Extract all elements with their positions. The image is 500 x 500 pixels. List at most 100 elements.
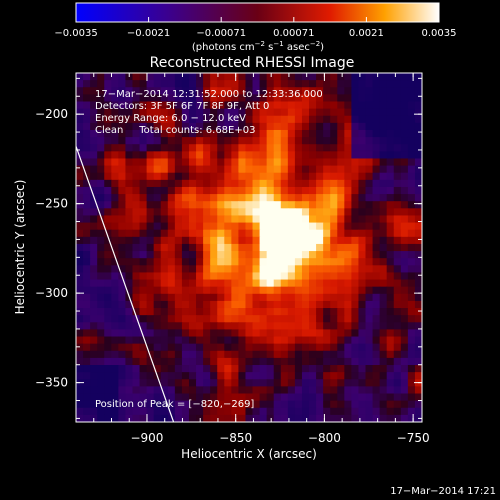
heatmap-cell	[358, 308, 367, 316]
heatmap-cell	[224, 122, 232, 131]
heatmap-cell	[153, 236, 162, 245]
heatmap-cell	[174, 372, 183, 380]
heatmap-cell	[351, 286, 360, 295]
heatmap-cell	[287, 94, 296, 103]
heatmap-cell	[118, 215, 127, 224]
heatmap-cell	[252, 108, 261, 117]
heatmap-cell	[111, 393, 119, 402]
heatmap-cell	[118, 179, 127, 188]
heatmap-cell	[196, 215, 204, 224]
heatmap-cell	[83, 393, 91, 402]
heatmap-cell	[309, 322, 317, 331]
heatmap-cell	[316, 73, 324, 81]
heatmap-cell	[153, 215, 162, 224]
heatmap-cell	[210, 101, 218, 110]
heatmap-cell	[174, 322, 183, 331]
heatmap-cell	[139, 73, 148, 81]
heatmap-cell	[139, 208, 148, 217]
heatmap-cell	[83, 129, 91, 138]
heatmap-cell	[245, 372, 254, 380]
heatmap-cell	[316, 101, 324, 110]
heatmap-cell	[90, 222, 98, 231]
heatmap-cell	[181, 165, 190, 174]
heatmap-cell	[337, 186, 345, 195]
heatmap-cell	[316, 365, 324, 373]
heatmap-cell	[351, 186, 360, 195]
heatmap-cell	[111, 222, 119, 231]
heatmap-cell	[393, 329, 402, 338]
heatmap-cell	[210, 414, 218, 422]
heatmap-cell	[139, 144, 148, 152]
heatmap-cell	[203, 144, 211, 152]
heatmap-cell	[97, 122, 105, 131]
heatmap-cell	[210, 129, 218, 138]
heatmap-cell	[132, 336, 141, 345]
heatmap-cell	[273, 379, 282, 387]
heatmap-cell	[393, 414, 402, 422]
heatmap-cell	[76, 300, 84, 309]
heatmap-cell	[407, 108, 416, 117]
heatmap-cell	[266, 165, 275, 174]
heatmap-cell	[196, 336, 204, 345]
heatmap-cell	[252, 186, 261, 195]
heatmap-cell	[146, 407, 155, 416]
heatmap-cell	[224, 365, 232, 373]
heatmap-cell	[245, 215, 254, 224]
heatmap-cell	[400, 108, 409, 117]
heatmap-cell	[323, 329, 331, 338]
heatmap-cell	[273, 172, 282, 181]
heatmap-cell	[379, 229, 388, 238]
heatmap-cell	[146, 400, 155, 409]
heatmap-cell	[386, 315, 395, 323]
heatmap-cell	[393, 222, 402, 231]
heatmap-cell	[132, 115, 141, 124]
heatmap-cell	[337, 215, 345, 224]
heatmap-cell	[90, 400, 98, 409]
heatmap-cell	[266, 400, 275, 409]
heatmap-cell	[379, 194, 388, 202]
heatmap-cell	[372, 407, 381, 416]
heatmap-cell	[224, 357, 232, 366]
heatmap-cell	[238, 122, 247, 131]
heatmap-cell	[83, 201, 91, 209]
heatmap-cell	[379, 208, 388, 217]
heatmap-cell	[196, 279, 204, 288]
heatmap-cell	[414, 87, 422, 95]
heatmap-cell	[188, 172, 197, 181]
heatmap-cell	[196, 251, 204, 259]
heatmap-cell	[196, 315, 204, 323]
heatmap-cell	[330, 365, 338, 373]
heatmap-cell	[139, 80, 148, 88]
heatmap-cell	[323, 208, 331, 217]
heatmap-cell	[379, 322, 388, 331]
heatmap-cell	[358, 243, 367, 252]
heatmap-cell	[167, 172, 176, 181]
heatmap-cell	[217, 372, 225, 380]
heatmap-cell	[407, 372, 416, 380]
heatmap-cell	[316, 393, 324, 402]
heatmap-cell	[316, 293, 324, 302]
heatmap-cell	[323, 258, 331, 266]
heatmap-cell	[132, 393, 141, 402]
heatmap-cell	[196, 108, 204, 117]
heatmap-cell	[337, 94, 345, 103]
heatmap-cell	[118, 208, 127, 217]
heatmap-cell	[330, 236, 338, 245]
heatmap-cell	[393, 101, 402, 110]
heatmap-cell	[316, 336, 324, 345]
heatmap-cell	[111, 329, 119, 338]
heatmap-cell	[301, 179, 310, 188]
heatmap-cell	[400, 172, 409, 181]
heatmap-cell	[287, 215, 296, 224]
heatmap-cell	[372, 357, 381, 366]
heatmap-cell	[358, 73, 367, 81]
heatmap-cell	[400, 194, 409, 202]
heatmap-cell	[407, 179, 416, 188]
heatmap-cell	[294, 365, 303, 373]
heatmap-cell	[294, 108, 303, 117]
heatmap-cell	[407, 236, 416, 245]
heatmap-cell	[231, 365, 240, 373]
heatmap-cell	[259, 407, 268, 416]
heatmap-cell	[414, 179, 422, 188]
heatmap-cell	[358, 329, 367, 338]
